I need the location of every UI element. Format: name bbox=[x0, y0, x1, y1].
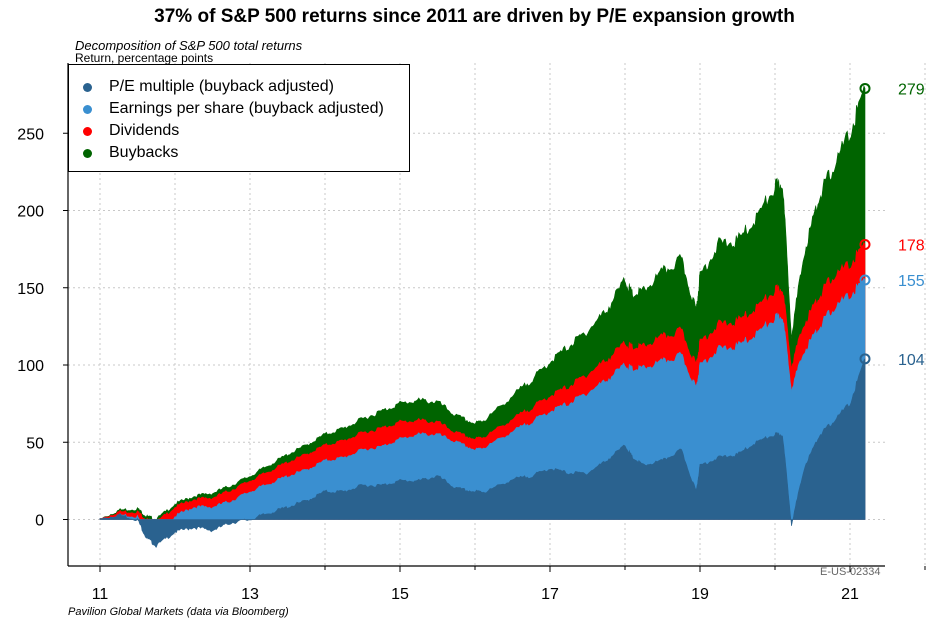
y-tick-label: 0 bbox=[35, 513, 44, 530]
y-tick-label: 50 bbox=[26, 435, 44, 452]
x-tick-label: 21 bbox=[841, 586, 859, 603]
end-marker bbox=[859, 353, 871, 365]
x-tick-label: 11 bbox=[92, 586, 109, 603]
chart-code: E-US-02334 bbox=[820, 566, 881, 578]
area-series bbox=[99, 84, 866, 548]
chart-title: 37% of S&P 500 returns since 2011 are dr… bbox=[154, 6, 795, 27]
legend: P/E multiple (buyback adjusted) Earnings… bbox=[68, 64, 410, 172]
end-value-label: 104 bbox=[898, 352, 925, 369]
legend-label-eps: Earnings per share (buyback adjusted) bbox=[109, 100, 384, 117]
chart-subtitle: Decomposition of S&P 500 total returns bbox=[75, 38, 303, 53]
end-marker bbox=[859, 82, 871, 94]
y-tick-label: 100 bbox=[17, 358, 44, 375]
legend-marker-dividends bbox=[83, 126, 92, 136]
area-pe-multiple bbox=[99, 358, 866, 548]
x-tick-label: 13 bbox=[241, 586, 259, 603]
legend-marker-buybacks bbox=[83, 148, 92, 158]
end-value-label: 178 bbox=[898, 237, 925, 254]
x-tick-label: 15 bbox=[391, 586, 409, 603]
legend-item-buybacks: Buybacks bbox=[83, 144, 178, 162]
y-tick-label: 200 bbox=[17, 204, 44, 221]
x-tick-label: 17 bbox=[541, 586, 559, 603]
y-tick-label: 150 bbox=[17, 281, 44, 298]
end-marker bbox=[859, 274, 871, 286]
axes: 0 50 100 150 200 250 11 13 15 17 19 21 bbox=[17, 63, 926, 603]
legend-label-dividends: Dividends bbox=[109, 122, 180, 139]
end-marker bbox=[859, 238, 871, 250]
y-tick-label: 250 bbox=[17, 126, 44, 143]
legend-marker-pe bbox=[83, 82, 92, 92]
end-value-label: 155 bbox=[898, 273, 925, 290]
x-tick-label: 19 bbox=[691, 586, 709, 603]
legend-item-dividends: Dividends bbox=[83, 122, 179, 140]
legend-label-pe: P/E multiple (buyback adjusted) bbox=[109, 78, 334, 95]
legend-label-buybacks: Buybacks bbox=[109, 144, 179, 161]
legend-marker-eps bbox=[83, 104, 92, 114]
end-labels: 279 178 155 104 bbox=[859, 81, 925, 369]
legend-item-pe: P/E multiple (buyback adjusted) bbox=[83, 78, 334, 96]
source-note: Pavilion Global Markets (data via Bloomb… bbox=[68, 606, 289, 618]
end-value-label: 279 bbox=[898, 81, 925, 98]
y-axis-label: Return, percentage points bbox=[75, 51, 214, 65]
legend-item-eps: Earnings per share (buyback adjusted) bbox=[83, 100, 384, 118]
